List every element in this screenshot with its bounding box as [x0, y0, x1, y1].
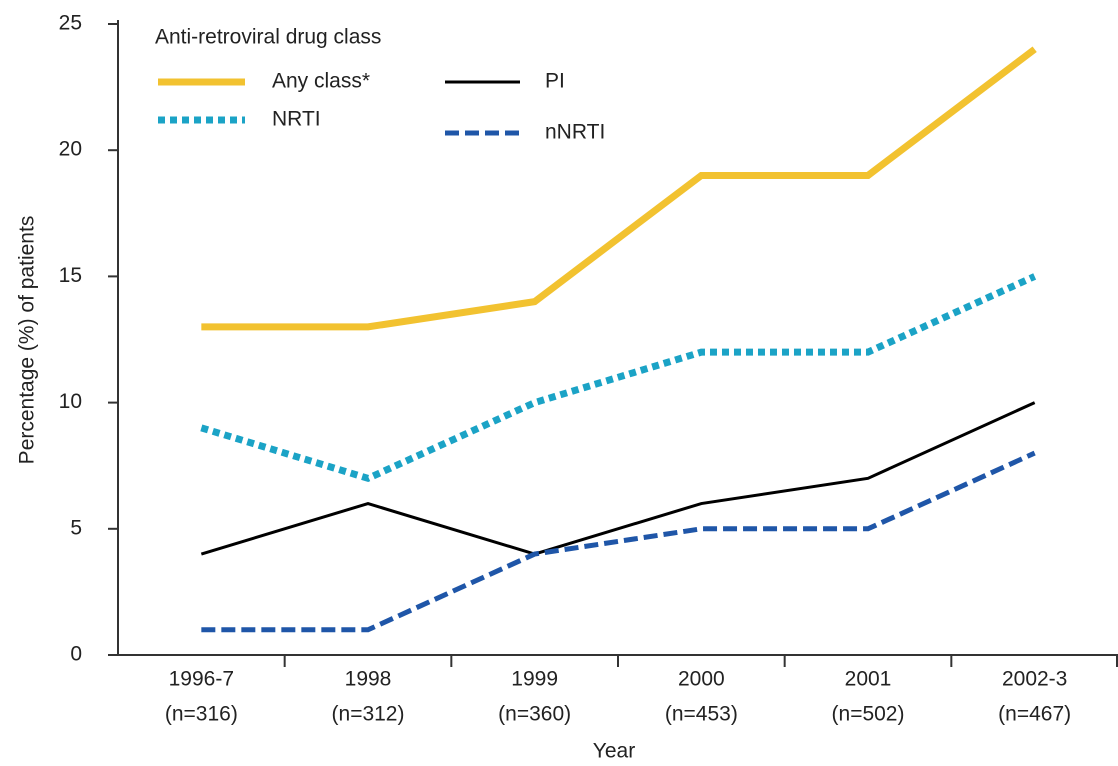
x-tick-sublabel: (n=312): [332, 703, 405, 726]
x-tick-label: 2001: [845, 668, 892, 691]
y-tick-label: 20: [59, 138, 82, 161]
legend-label: Any class*: [272, 70, 370, 93]
x-tick-sublabel: (n=453): [665, 703, 738, 726]
legend-label: PI: [545, 70, 565, 93]
x-tick-label: 1996-7: [169, 668, 234, 691]
y-tick-label: 25: [59, 12, 82, 35]
x-tick-label: 1999: [511, 668, 558, 691]
y-tick-label: 15: [59, 264, 82, 287]
x-tick-sublabel: (n=360): [498, 703, 571, 726]
y-tick-label: 10: [59, 390, 82, 413]
y-tick-label: 0: [70, 643, 82, 666]
x-tick-sublabel: (n=502): [832, 703, 905, 726]
x-tick-label: 2000: [678, 668, 725, 691]
x-tick-label: 1998: [345, 668, 392, 691]
x-axis-label: Year: [593, 740, 635, 763]
series-line: [200, 273, 1037, 483]
legend-title: Anti-retroviral drug class: [155, 26, 381, 49]
x-tick-sublabel: (n=316): [165, 703, 238, 726]
y-axis-label: Percentage (%) of patients: [16, 216, 39, 465]
series-line: [201, 46, 1037, 331]
legend-label: nNRTI: [545, 121, 605, 144]
x-tick-sublabel: (n=467): [998, 703, 1071, 726]
y-tick-label: 5: [70, 516, 82, 539]
legend-label: NRTI: [272, 108, 321, 131]
series-line: [201, 450, 1036, 633]
x-tick-label: 2002-3: [1002, 668, 1067, 691]
series-line: [200, 401, 1036, 556]
